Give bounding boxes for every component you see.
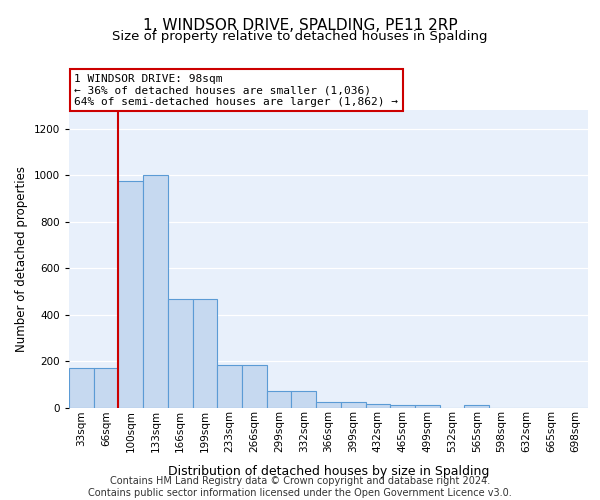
Text: Distribution of detached houses by size in Spalding: Distribution of detached houses by size … [168,464,490,477]
Text: 1, WINDSOR DRIVE, SPALDING, PE11 2RP: 1, WINDSOR DRIVE, SPALDING, PE11 2RP [143,18,457,32]
Bar [292,391,316,407]
Bar [365,404,390,407]
Bar [267,391,292,407]
Bar [217,364,242,408]
Bar [69,368,94,408]
Bar [464,404,489,407]
Y-axis label: Number of detached properties: Number of detached properties [15,166,28,352]
Bar [118,181,143,408]
Bar [94,368,118,408]
Text: Contains HM Land Registry data © Crown copyright and database right 2024.
Contai: Contains HM Land Registry data © Crown c… [88,476,512,498]
Text: 1 WINDSOR DRIVE: 98sqm
← 36% of detached houses are smaller (1,036)
64% of semi-: 1 WINDSOR DRIVE: 98sqm ← 36% of detached… [74,74,398,107]
Bar [242,364,267,408]
Bar [316,402,341,407]
Bar [168,300,193,408]
Bar [390,405,415,407]
Bar [193,300,217,408]
Bar [143,175,168,408]
Text: Size of property relative to detached houses in Spalding: Size of property relative to detached ho… [112,30,488,43]
Bar [341,402,365,407]
Bar [415,405,440,407]
